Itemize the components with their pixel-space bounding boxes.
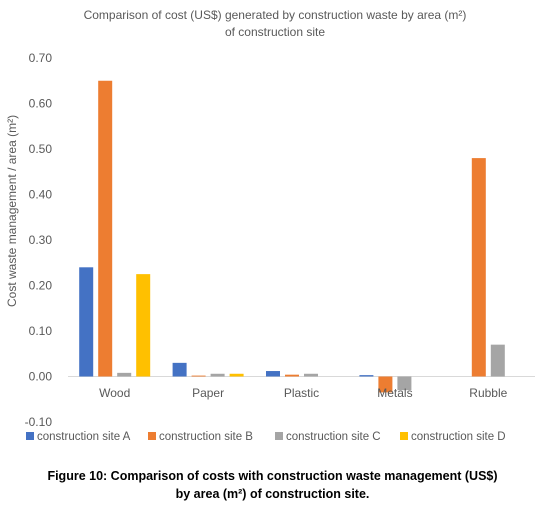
legend-label: construction site B xyxy=(159,431,253,443)
bar-construction-site-a-plastic xyxy=(266,371,280,377)
y-tick-label: 0.60 xyxy=(29,97,53,111)
y-tick-label: -0.10 xyxy=(25,415,53,429)
y-tick-label: 0.40 xyxy=(29,188,53,202)
y-tick-label: 0.30 xyxy=(29,233,53,247)
bar-construction-site-b-plastic xyxy=(285,374,299,377)
bar-construction-site-c-plastic xyxy=(304,373,318,377)
figure-caption: Figure 10: Comparison of costs with cons… xyxy=(0,467,545,503)
y-tick-label: 0.00 xyxy=(29,370,53,384)
bar-construction-site-a-metals xyxy=(359,375,374,377)
bar-construction-site-b-metals xyxy=(378,376,393,393)
chart-container: Comparison of cost (US$) generated by co… xyxy=(5,8,535,443)
x-tick-label: Wood xyxy=(99,386,130,400)
chart-title-line-2: of construction site xyxy=(224,25,326,39)
legend-label: construction site A xyxy=(37,431,131,443)
chart-title-line-1: Comparison of cost (US$) generated by co… xyxy=(83,8,467,22)
bar-construction-site-a-wood xyxy=(79,267,94,377)
caption-line-2: by area (m²) of construction site. xyxy=(175,487,370,501)
bar-construction-site-d-wood xyxy=(136,274,151,377)
bar-construction-site-c-rubble xyxy=(490,344,505,377)
x-tick-label: Metals xyxy=(377,386,412,400)
bar-construction-site-c-metals xyxy=(397,376,412,391)
bar-construction-site-b-paper xyxy=(191,375,206,377)
y-tick-label: 0.70 xyxy=(29,51,53,65)
x-tick-label: Rubble xyxy=(469,386,507,400)
x-tick-label: Paper xyxy=(192,386,224,400)
legend-swatch xyxy=(275,432,283,440)
y-tick-label: 0.10 xyxy=(29,324,53,338)
y-tick-label: 0.20 xyxy=(29,279,53,293)
bar-chart-svg: -0.10 0.00 0.10 0.20 0.30 0.40 0.50 0.60 0.70 Woo… xyxy=(25,51,535,443)
x-tick-label: Plastic xyxy=(284,386,319,400)
legend-label: construction site C xyxy=(286,431,381,443)
legend-swatch xyxy=(148,432,156,440)
bar-construction-site-b-rubble xyxy=(471,158,486,377)
bar-construction-site-c-wood xyxy=(117,372,132,377)
bar-construction-site-c-paper xyxy=(210,373,225,377)
bar-construction-site-d-paper xyxy=(229,373,244,377)
bar-construction-site-a-paper xyxy=(172,362,187,377)
legend-label: construction site D xyxy=(411,431,506,443)
legend-swatch xyxy=(26,432,34,440)
legend-swatch xyxy=(400,432,408,440)
y-tick-label: 0.50 xyxy=(29,142,53,156)
bar-construction-site-b-wood xyxy=(98,80,113,377)
caption-line-1: Figure 10: Comparison of costs with cons… xyxy=(47,469,498,483)
